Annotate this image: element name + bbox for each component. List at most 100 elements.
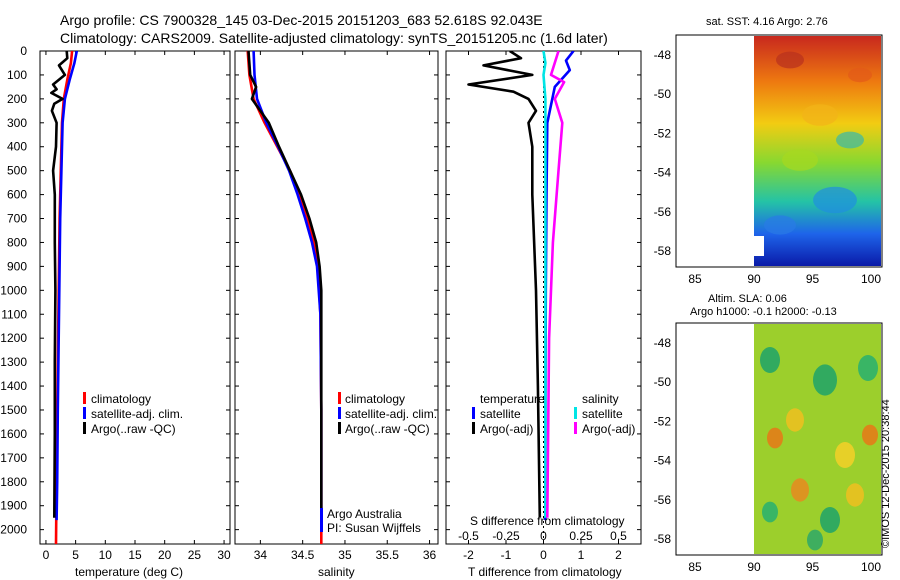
temperature-series xyxy=(49,51,79,544)
legend-argo-label: Argo(..raw -QC) xyxy=(345,422,430,436)
series-line xyxy=(55,51,79,521)
map-x-tick-label: 100 xyxy=(861,560,881,574)
legend-swatch-t-argo xyxy=(472,422,475,434)
x-tick-label: 0 xyxy=(43,548,50,562)
depth-tick-label: 1100 xyxy=(1,307,27,321)
depth-tick-label: 2000 xyxy=(0,523,27,537)
x-tick-label: -1 xyxy=(501,548,512,562)
map-x-tick-label: 95 xyxy=(806,560,820,574)
series-line xyxy=(246,51,323,544)
depth-tick-label: 400 xyxy=(7,140,27,154)
x-tick-label: 5 xyxy=(72,548,79,562)
top-x-tick-label: -0.25 xyxy=(492,529,520,543)
difference-legend: temperature satellite Argo(-adj) salinit… xyxy=(472,392,635,436)
depth-tick-label: 200 xyxy=(7,92,27,106)
depth-tick-label: 1700 xyxy=(0,451,27,465)
map-x-tick-label: 85 xyxy=(688,560,702,574)
map-x-tick-label: 100 xyxy=(861,272,881,286)
depth-tick-label: 500 xyxy=(7,164,27,178)
sla-patch xyxy=(807,529,823,551)
tick-layer: 0100200300400500600700800900100011001200… xyxy=(0,44,881,574)
map-x-tick-label: 90 xyxy=(747,560,761,574)
sst-patch xyxy=(782,149,818,171)
series-line xyxy=(544,51,575,521)
depth-tick-label: 800 xyxy=(7,235,27,249)
top-x-tick-label: 0.5 xyxy=(610,529,627,543)
legend-swatch-clim xyxy=(83,392,86,404)
sst-patch xyxy=(776,51,804,69)
legend-swatch-s-argo xyxy=(574,422,577,434)
legend-group-temperature: temperature xyxy=(480,392,545,406)
map-y-tick-label: -54 xyxy=(654,166,672,180)
sst-patch xyxy=(848,67,872,83)
title-line-1: Argo profile: CS 7900328_145 03-Dec-2015… xyxy=(60,12,543,28)
map-x-tick-label: 85 xyxy=(688,272,702,286)
depth-tick-label: 0 xyxy=(20,44,27,58)
series-line xyxy=(247,51,323,518)
depth-tick-label: 1500 xyxy=(0,403,27,417)
sla-patch xyxy=(786,408,804,432)
salinity-panel xyxy=(234,50,439,545)
depth-tick-label: 1400 xyxy=(0,379,27,393)
x-tick-label: 10 xyxy=(99,548,113,562)
legend-swatch-argo xyxy=(83,422,86,434)
sst-patch xyxy=(802,104,838,126)
sla-patch xyxy=(862,424,878,446)
x-tick-label: 35 xyxy=(338,548,352,562)
sla-patch xyxy=(760,347,780,373)
depth-tick-label: 300 xyxy=(7,116,27,130)
depth-tick-label: 900 xyxy=(7,259,27,273)
sla-patch xyxy=(813,364,837,396)
legend-swatch-clim xyxy=(338,392,341,404)
depth-tick-label: 600 xyxy=(7,188,27,202)
map-y-tick-label: -56 xyxy=(654,205,672,219)
x-tick-label: 35.5 xyxy=(376,548,400,562)
depth-tick-label: 1200 xyxy=(0,331,27,345)
legend-sat-label: satellite-adj. clim. xyxy=(345,407,437,421)
x-tick-label: 36 xyxy=(423,548,437,562)
x-tick-label: 34.5 xyxy=(291,548,315,562)
depth-tick-label: 1300 xyxy=(0,355,27,369)
sst-map-texture xyxy=(764,51,872,235)
x-tick-label: 1 xyxy=(578,548,585,562)
x-tick-label: 0 xyxy=(540,548,547,562)
sst-map-title: sat. SST: 4.16 Argo: 2.76 xyxy=(706,16,828,28)
sst-patch xyxy=(836,131,864,149)
sla-patch xyxy=(846,483,864,507)
sla-map-title: Altim. SLA: 0.06 xyxy=(708,293,787,305)
series-line xyxy=(49,51,69,518)
legend-s-argo-label: Argo(-adj) xyxy=(582,422,635,436)
sst-patch xyxy=(764,215,796,235)
legend-swatch-s-sat xyxy=(574,407,577,419)
series-line xyxy=(542,51,547,518)
legend-s-sat-label: satellite xyxy=(582,407,623,421)
legend-group-salinity: salinity xyxy=(582,392,619,406)
diff-xlabel: T difference from climatology xyxy=(468,565,622,579)
series-line xyxy=(467,51,542,518)
sla-map-texture xyxy=(760,347,878,551)
salinity-series xyxy=(246,51,323,544)
legend-clim-label: climatology xyxy=(91,392,151,406)
x-tick-label: 2 xyxy=(615,548,622,562)
map-y-tick-label: -48 xyxy=(654,336,672,350)
sla-map-subtitle: Argo h1000: -0.1 h2000: -0.13 xyxy=(690,306,837,318)
map-y-tick-label: -58 xyxy=(654,244,672,258)
temperature-legend: climatology satellite-adj. clim. Argo(..… xyxy=(83,392,183,436)
salinity-legend: climatology satellite-adj. clim. Argo(..… xyxy=(338,392,437,436)
legend-clim-label: climatology xyxy=(345,392,405,406)
x-tick-label: 20 xyxy=(158,548,172,562)
sla-patch xyxy=(835,442,855,468)
map-x-tick-label: 95 xyxy=(806,272,820,286)
temperature-panel xyxy=(39,50,231,545)
annotation-marker xyxy=(320,508,323,532)
sla-patch xyxy=(820,507,840,533)
map-y-tick-label: -52 xyxy=(654,126,672,140)
legend-sat-label: satellite-adj. clim. xyxy=(91,407,183,421)
depth-tick-label: 100 xyxy=(7,68,27,82)
legend-t-argo-label: Argo(-adj) xyxy=(480,422,533,436)
depth-tick-label: 1600 xyxy=(0,427,27,441)
imos-stamp: ©IMOS 12-Dec-2015 20:38:44 xyxy=(880,399,892,548)
legend-swatch-argo xyxy=(338,422,341,434)
title-line-2: Climatology: CARS2009. Satellite-adjuste… xyxy=(60,30,608,46)
